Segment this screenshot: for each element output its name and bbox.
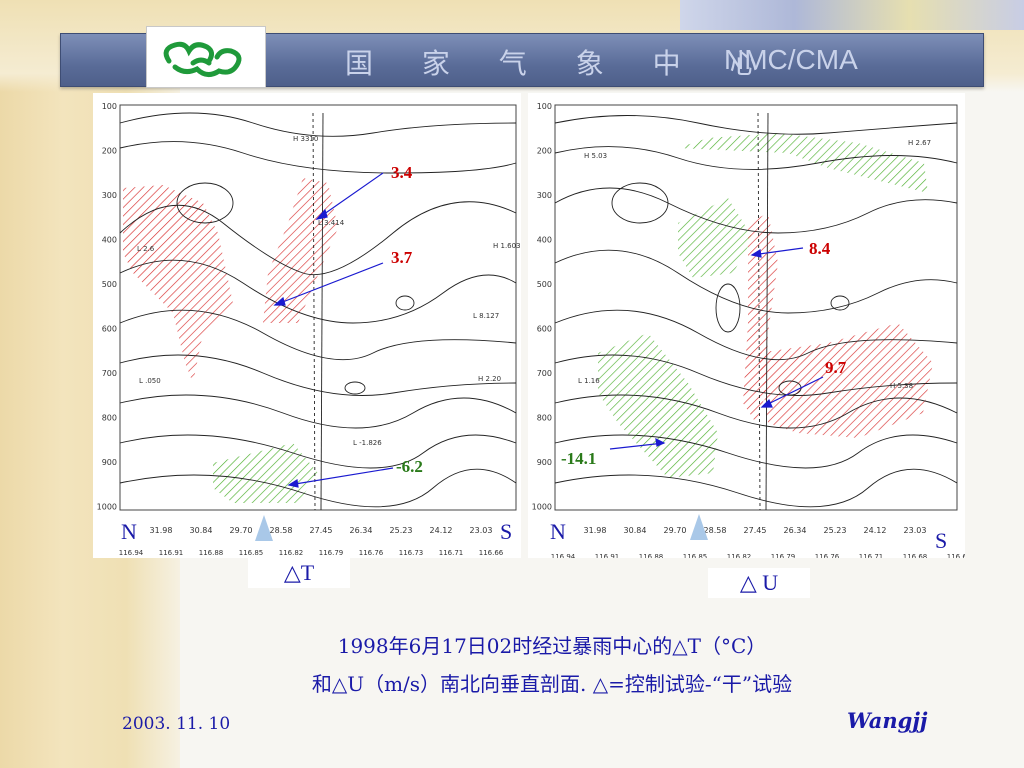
longitude-tick-label: 116.66 — [947, 553, 965, 558]
region-label: H 5.03 — [584, 152, 607, 160]
latitude-tick-label: 24.12 — [430, 526, 453, 535]
pressure-tick-label: 1000 — [97, 503, 117, 512]
right-cross-section-panel: H 5.03 H 2.67 L 1.16 H 5.38 100 200 300 400… — [528, 93, 965, 558]
storm-center-marker-icon — [255, 515, 273, 541]
longitude-tick-label: 116.73 — [399, 549, 424, 557]
pressure-tick-label: 500 — [537, 280, 552, 289]
footer-date: 2003. 11. 10 — [122, 714, 231, 734]
latitude-tick-label: 25.23 — [824, 526, 847, 535]
latitude-tick-label: 31.98 — [584, 526, 607, 535]
south-label-left: S — [500, 519, 513, 544]
pressure-tick-label: 400 — [537, 236, 552, 245]
pressure-tick-label: 400 — [102, 236, 117, 245]
delta-t-tag: △T — [248, 558, 350, 588]
region-label: H 5.38 — [890, 382, 913, 390]
pressure-tick-label: 200 — [102, 147, 117, 156]
annotation-value: 3.7 — [391, 248, 413, 267]
pressure-tick-label: 700 — [537, 369, 552, 378]
delta-t-cross-section-plot: H 3310 L 2.6 H 1.603 L 8.127 L .050 H 2.… — [97, 102, 521, 557]
logo — [146, 26, 266, 88]
region-label: H 2.20 — [478, 375, 501, 383]
latitude-tick-label: 29.70 — [230, 526, 253, 535]
latitude-tick-label: 30.84 — [624, 526, 647, 535]
latitude-tick-label: 24.12 — [864, 526, 887, 535]
latitude-tick-label: 23.03 — [904, 526, 927, 535]
longitude-tick-label: 116.71 — [439, 549, 464, 557]
latitude-tick-label: 27.45 — [744, 526, 767, 535]
region-label: L 1.16 — [578, 377, 600, 385]
annotation-value: -14.1 — [561, 449, 597, 468]
pressure-tick-label: 1000 — [532, 503, 552, 512]
longitude-tick-label: 116.76 — [815, 553, 840, 558]
pressure-tick-label: 800 — [537, 414, 552, 423]
latitude-tick-label: 26.34 — [350, 526, 373, 535]
longitude-tick-label: 116.85 — [239, 549, 264, 557]
longitude-tick-label: 116.85 — [683, 553, 708, 558]
longitude-tick-label: 116.94 — [551, 553, 576, 558]
latitude-tick-label: 31.98 — [150, 526, 173, 535]
latitude-tick-label: 26.34 — [784, 526, 807, 535]
pressure-tick-label: 200 — [537, 147, 552, 156]
longitude-tick-label: 116.71 — [859, 553, 884, 558]
latitude-tick-label: 25.23 — [390, 526, 413, 535]
pressure-tick-label: 600 — [102, 325, 117, 334]
annotation-value: 9.7 — [825, 358, 847, 377]
north-label-right: N — [550, 519, 566, 544]
south-label-right: S — [935, 528, 948, 553]
region-label: H 1.603 — [493, 242, 521, 250]
latitude-tick-label: 29.70 — [664, 526, 687, 535]
delta-u-cross-section-plot: H 5.03 H 2.67 L 1.16 H 5.38 100 200 300 400… — [532, 102, 965, 558]
longitude-tick-label: 116.82 — [727, 553, 752, 558]
region-label: H 3310 — [293, 135, 318, 143]
longitude-tick-label: 116.66 — [479, 549, 504, 557]
pressure-tick-label: 800 — [102, 414, 117, 423]
delta-u-tag: △ U — [708, 568, 810, 598]
pressure-tick-label: 900 — [102, 458, 117, 467]
corner-decoration — [680, 0, 1024, 30]
longitude-tick-label: 116.68 — [903, 553, 928, 558]
longitude-tick-label: 116.79 — [771, 553, 796, 558]
region-label: L 2.6 — [137, 245, 155, 253]
pressure-tick-label: 500 — [102, 280, 117, 289]
longitude-tick-label: 116.88 — [639, 553, 664, 558]
left-cross-section-panel: H 3310 L 2.6 H 1.603 L 8.127 L .050 H 2.… — [93, 93, 521, 558]
region-label: L -1.826 — [353, 439, 382, 447]
pressure-tick-label: 300 — [102, 191, 117, 200]
longitude-tick-label: 116.91 — [159, 549, 184, 557]
region-label: L 3.414 — [318, 219, 345, 227]
pressure-tick-label: 900 — [537, 458, 552, 467]
header-title: 国 家 气 象 中 心 — [345, 47, 778, 80]
annotation-value: 3.4 — [391, 163, 413, 182]
pressure-tick-label: 100 — [537, 102, 552, 111]
longitude-tick-label: 116.94 — [119, 549, 144, 557]
pressure-tick-label: 300 — [537, 191, 552, 200]
latitude-tick-label: 28.58 — [704, 526, 727, 535]
footer-author: Wangjj — [847, 708, 928, 733]
storm-center-marker-icon — [690, 514, 708, 540]
caption-line-1: 1998年6月17日02时经过暴雨中心的△T（°C） — [337, 634, 767, 658]
latitude-tick-label: 23.03 — [470, 526, 493, 535]
latitude-tick-label: 30.84 — [190, 526, 213, 535]
longitude-tick-label: 116.82 — [279, 549, 304, 557]
pressure-tick-label: 700 — [102, 369, 117, 378]
annotation-value: -6.2 — [396, 457, 423, 476]
region-label: L .050 — [139, 377, 161, 385]
header-org: NMC/CMA — [724, 44, 858, 75]
longitude-tick-label: 116.88 — [199, 549, 224, 557]
longitude-tick-label: 116.76 — [359, 549, 384, 557]
annotation-value: 8.4 — [809, 239, 831, 258]
longitude-tick-label: 116.79 — [319, 549, 344, 557]
nmc-cloud-logo-icon — [163, 41, 242, 77]
caption-line-2: 和△U（m/s）南北向垂直剖面. △=控制试验-“干”试验 — [311, 672, 793, 696]
region-label: L 8.127 — [473, 312, 499, 320]
north-label-left: N — [121, 519, 137, 544]
region-label: H 2.67 — [908, 139, 931, 147]
pressure-tick-label: 100 — [102, 102, 117, 111]
latitude-tick-label: 28.58 — [270, 526, 293, 535]
pressure-tick-label: 600 — [537, 325, 552, 334]
longitude-tick-label: 116.91 — [595, 553, 620, 558]
latitude-tick-label: 27.45 — [310, 526, 333, 535]
